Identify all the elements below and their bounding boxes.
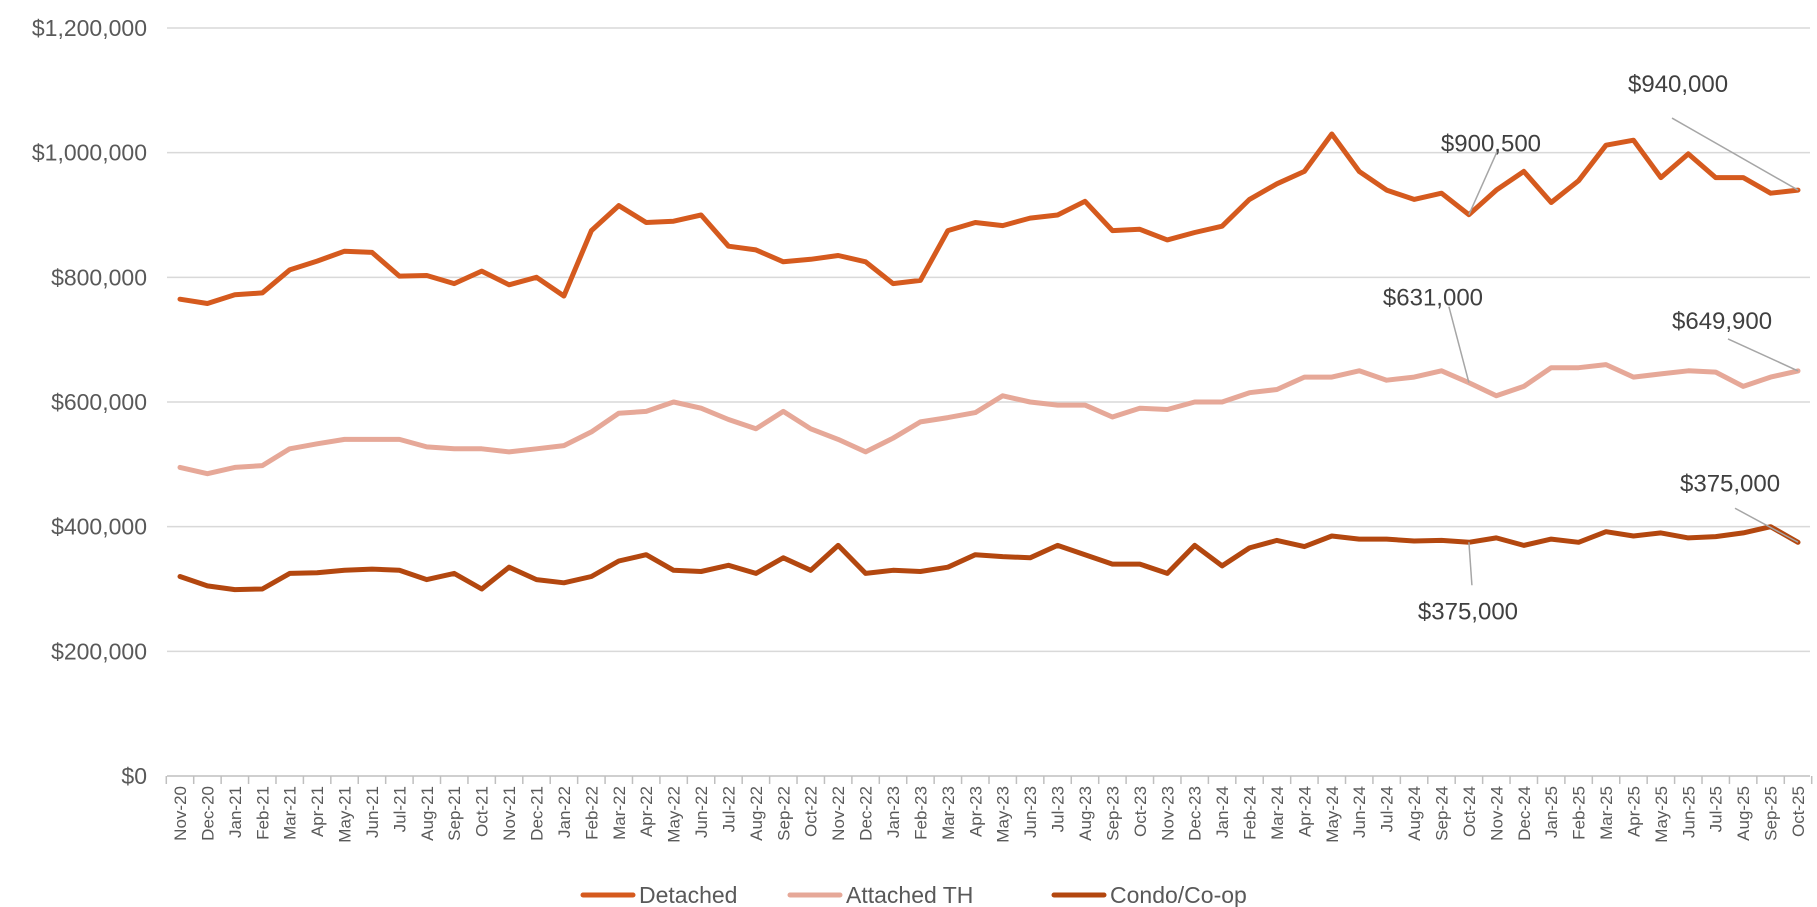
x-tick-label: Oct-24: [1460, 786, 1479, 837]
x-tick-label: Sep-22: [774, 786, 793, 841]
x-tick-label: Jun-22: [692, 786, 711, 838]
x-axis: Nov-20 Dec-20 Jan-21 Feb-21 Mar-21 Apr-21 May-…: [165, 775, 1813, 843]
y-tick-label: $1,000,000: [32, 140, 147, 166]
x-tick-label: Mar-25: [1597, 786, 1616, 840]
data-label: $375,000: [1680, 470, 1780, 497]
x-tick-label: Oct-21: [473, 786, 492, 837]
x-tick-label: Jul-22: [719, 786, 738, 832]
y-tick-label: $400,000: [51, 514, 147, 540]
y-tick-label: $1,200,000: [32, 15, 147, 41]
x-tick-label: Apr-21: [308, 786, 327, 837]
x-tick-label: Jul-24: [1378, 786, 1397, 832]
x-tick-label: Apr-23: [966, 786, 985, 837]
data-label: $375,000: [1418, 598, 1518, 625]
x-tick-label: Nov-21: [500, 786, 519, 841]
series-line-attached-th: [177, 362, 1801, 477]
x-tick-label: Jan-22: [555, 786, 574, 838]
legend-label: Detached: [639, 882, 737, 907]
x-tick-label: Nov-20: [171, 786, 190, 841]
data-annotations: $940,000 $900,500 $649,900 $631,000 $375,000…: [1383, 71, 1799, 625]
x-tick-label: Dec-20: [198, 786, 217, 841]
x-tick-label: Aug-23: [1076, 786, 1095, 841]
x-tick-label: Feb-22: [582, 786, 601, 840]
x-tick-label: Mar-21: [281, 786, 300, 840]
x-tick-label: Aug-24: [1405, 786, 1424, 841]
x-tick-label: May-25: [1652, 786, 1671, 843]
x-tick-label: Dec-22: [857, 786, 876, 841]
x-tick-label: Jan-23: [884, 786, 903, 838]
x-tick-label: Nov-24: [1487, 786, 1506, 841]
x-tick-label: May-23: [994, 786, 1013, 843]
x-tick-label: Oct-25: [1789, 786, 1808, 837]
x-tick-label: Feb-21: [253, 786, 272, 840]
x-tick-label: Sep-21: [445, 786, 464, 841]
data-label: $940,000: [1628, 71, 1728, 98]
x-tick-label: Sep-25: [1762, 786, 1781, 841]
x-tick-label: Sep-24: [1432, 786, 1451, 841]
x-tick-label: Jun-25: [1679, 786, 1698, 838]
x-tick-label: May-22: [665, 786, 684, 843]
annotation-leader: [1468, 542, 1473, 586]
x-tick-label: May-21: [336, 786, 355, 843]
y-tick-label: $800,000: [51, 264, 147, 290]
x-tick-label: Nov-23: [1158, 786, 1177, 841]
data-label: $631,000: [1383, 285, 1483, 312]
x-tick-label: Aug-25: [1734, 786, 1753, 841]
x-tick-label: Dec-24: [1515, 786, 1534, 841]
x-tick-label: Jun-21: [363, 786, 382, 838]
legend: Detached Attached TH Condo/Co-op: [580, 882, 1247, 907]
series-line-condo-co-op: [177, 524, 1801, 593]
annotation-leader: [1448, 306, 1470, 383]
data-label: $649,900: [1672, 308, 1772, 335]
x-tick-label: Dec-23: [1186, 786, 1205, 841]
x-tick-label: Jan-21: [226, 786, 245, 838]
x-tick-label: Sep-23: [1103, 786, 1122, 841]
y-axis: $0 $200,000 $400,000 $600,000 $800,000 $1,000…: [32, 15, 147, 789]
legend-label: Attached TH: [846, 882, 973, 907]
y-tick-label: $0: [121, 763, 147, 789]
x-tick-label: Aug-21: [418, 786, 437, 841]
x-tick-label: Dec-21: [528, 786, 547, 841]
x-tick-label: Jul-25: [1707, 786, 1726, 832]
x-tick-label: Apr-25: [1624, 786, 1643, 837]
x-tick-label: Mar-22: [610, 786, 629, 840]
x-tick-label: Apr-22: [637, 786, 656, 837]
x-tick-label: Mar-23: [939, 786, 958, 840]
x-tick-label: Jun-24: [1350, 786, 1369, 838]
series-line-detached: [177, 131, 1801, 306]
annotation-leader: [1734, 507, 1799, 543]
x-tick-label: Mar-24: [1268, 786, 1287, 840]
annotation-leader: [1671, 117, 1799, 191]
y-tick-label: $200,000: [51, 638, 147, 664]
x-tick-label: Feb-23: [911, 786, 930, 840]
x-tick-label: Apr-24: [1295, 786, 1314, 837]
x-tick-label: Oct-22: [802, 786, 821, 837]
x-tick-label: Jan-25: [1542, 786, 1561, 838]
y-tick-label: $600,000: [51, 389, 147, 415]
x-tick-label: Aug-22: [747, 786, 766, 841]
annotation-leader: [1468, 149, 1499, 215]
x-tick-label: Feb-24: [1241, 786, 1260, 840]
x-tick-label: Oct-23: [1131, 786, 1150, 837]
x-tick-label: Jun-23: [1021, 786, 1040, 838]
x-tick-label: Jan-24: [1213, 786, 1232, 838]
annotation-leader: [1727, 338, 1799, 372]
legend-label: Condo/Co-op: [1110, 882, 1247, 907]
data-label: $900,500: [1441, 131, 1541, 158]
series-lines: [177, 131, 1801, 593]
x-tick-label: Jul-21: [390, 786, 409, 832]
x-tick-label: Feb-25: [1570, 786, 1589, 840]
x-tick-label: Jul-23: [1049, 786, 1068, 832]
x-tick-label: Nov-22: [829, 786, 848, 841]
x-tick-label: May-24: [1323, 786, 1342, 843]
